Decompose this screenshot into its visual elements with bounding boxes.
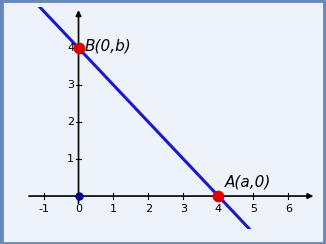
- Text: 4: 4: [215, 204, 222, 214]
- Text: 0: 0: [75, 204, 82, 214]
- Text: A(a,0): A(a,0): [225, 174, 271, 189]
- Text: 2: 2: [145, 204, 152, 214]
- Text: -1: -1: [38, 204, 49, 214]
- Point: [76, 194, 81, 198]
- Text: 3: 3: [67, 80, 74, 90]
- Text: 1: 1: [110, 204, 117, 214]
- Point: [216, 194, 221, 198]
- Text: 1: 1: [67, 154, 74, 164]
- Text: 3: 3: [180, 204, 187, 214]
- Text: B(0,b): B(0,b): [85, 39, 132, 54]
- Text: 4: 4: [67, 43, 74, 53]
- Point: [76, 46, 81, 50]
- Text: 6: 6: [285, 204, 292, 214]
- Text: 5: 5: [250, 204, 257, 214]
- Text: 2: 2: [67, 117, 74, 127]
